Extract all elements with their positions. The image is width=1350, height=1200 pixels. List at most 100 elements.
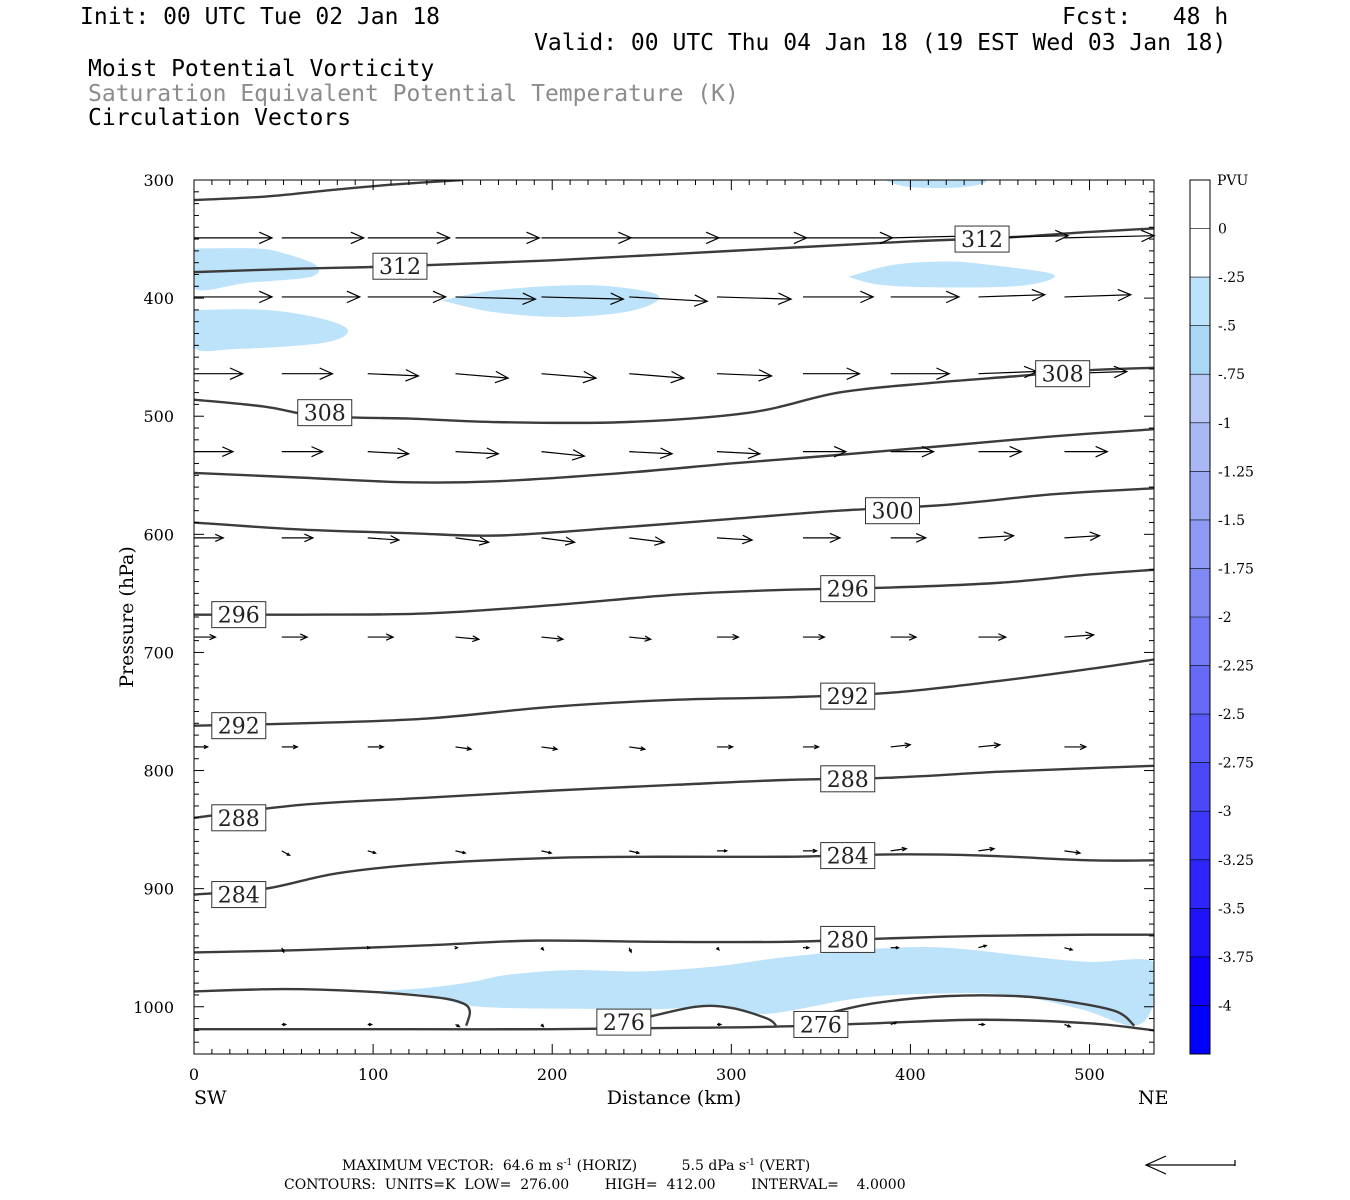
colorbar-swatch bbox=[1190, 665, 1210, 715]
contour-label-box bbox=[211, 881, 267, 909]
contour-label-box bbox=[820, 682, 876, 710]
circulation-vector bbox=[455, 536, 491, 546]
contour-284 bbox=[194, 853, 1154, 896]
y-tick-label: 500 bbox=[143, 407, 174, 426]
circulation-vector bbox=[541, 292, 625, 306]
x-tick-label: 400 bbox=[895, 1065, 926, 1084]
y-tick-label: 900 bbox=[143, 880, 174, 899]
circulation-vector bbox=[541, 635, 565, 642]
circulation-vector bbox=[1064, 850, 1082, 855]
contour-296 bbox=[194, 568, 1154, 616]
circulation-vector bbox=[890, 945, 900, 950]
circulation-vector bbox=[281, 290, 362, 304]
contour-label: 276 bbox=[800, 1013, 842, 1038]
x-axis-label: Distance (km) bbox=[607, 1087, 742, 1109]
x-tick-label: 200 bbox=[537, 1065, 568, 1084]
circulation-vector bbox=[367, 290, 448, 304]
circulation-vector bbox=[541, 850, 553, 855]
circulation-vector bbox=[281, 231, 366, 245]
pv-shade-region bbox=[883, 180, 987, 188]
circulation-vector bbox=[455, 746, 473, 752]
contour-288 bbox=[194, 764, 1154, 819]
colorbar-swatch bbox=[1190, 228, 1210, 278]
contour-304 bbox=[194, 428, 1154, 484]
circulation-vector bbox=[629, 294, 709, 307]
contour-312 bbox=[194, 227, 1154, 274]
colorbar-swatch bbox=[1190, 180, 1210, 230]
circulation-vector bbox=[716, 744, 735, 750]
colorbar-swatch bbox=[1190, 762, 1210, 812]
circulation-vector bbox=[890, 1021, 898, 1026]
circulation-vector bbox=[541, 746, 559, 752]
pv-shading-layer bbox=[194, 180, 1154, 1026]
circulation-vector bbox=[281, 446, 325, 458]
colorbar-swatch bbox=[1190, 617, 1210, 667]
circulation-vector bbox=[194, 533, 225, 542]
x-end-label-sw: SW bbox=[194, 1087, 227, 1109]
circulation-vector bbox=[978, 445, 1023, 458]
contour-label-box bbox=[297, 399, 353, 427]
colorbar-label: -.5 bbox=[1218, 319, 1236, 335]
colorbar-label: -2.25 bbox=[1218, 659, 1254, 675]
contour-label-box bbox=[954, 225, 1010, 253]
circulation-vector bbox=[540, 946, 545, 952]
contour-label: 308 bbox=[304, 402, 346, 427]
contour-280 bbox=[194, 933, 1154, 954]
forecast-hour: Fcst: 48 h bbox=[1062, 4, 1229, 30]
circulation-vector bbox=[716, 849, 729, 853]
circulation-vector bbox=[629, 231, 721, 245]
circulation-vector bbox=[194, 231, 274, 245]
x-tick-label: 0 bbox=[189, 1065, 199, 1084]
colorbar-swatch bbox=[1190, 714, 1210, 764]
contour-label: 312 bbox=[379, 255, 421, 280]
pv-shade-region bbox=[194, 309, 349, 352]
contour-label: 284 bbox=[827, 845, 869, 870]
horiz-value: 64.6 bbox=[502, 1158, 535, 1174]
circulation-vector bbox=[194, 367, 245, 380]
circulation-vector bbox=[540, 1023, 545, 1028]
contour-label-box bbox=[820, 575, 876, 603]
circulation-vector bbox=[629, 635, 653, 642]
circulation-vector bbox=[367, 744, 385, 750]
circulation-vector bbox=[281, 633, 309, 641]
contour-276 bbox=[194, 987, 472, 1026]
y-tick-label: 1000 bbox=[133, 998, 174, 1017]
circulation-vector bbox=[1064, 947, 1074, 951]
contour-label-box bbox=[865, 497, 921, 525]
contour-label: 308 bbox=[1042, 363, 1084, 388]
contour-label: 300 bbox=[872, 500, 914, 525]
y-tick-label: 300 bbox=[143, 171, 174, 190]
circulation-vector bbox=[715, 946, 720, 952]
circulation-vector bbox=[978, 531, 1016, 542]
colorbar-swatch bbox=[1190, 568, 1210, 618]
horiz-tag: (HORIZ) bbox=[576, 1158, 638, 1174]
circulation-vector bbox=[541, 370, 598, 384]
circulation-vector bbox=[194, 446, 235, 457]
colorbar-swatch bbox=[1190, 956, 1210, 1006]
colorbar-swatch bbox=[1190, 908, 1210, 958]
colorbar-label: 0 bbox=[1218, 222, 1227, 238]
contour-label: 292 bbox=[827, 685, 869, 710]
vector-layer bbox=[194, 229, 1156, 1028]
init-time: Init: 00 UTC Tue 02 Jan 18 bbox=[80, 4, 441, 30]
contour-label: 284 bbox=[218, 884, 260, 909]
vert-tag: (VERT) bbox=[759, 1158, 811, 1174]
contour-label-box bbox=[211, 601, 267, 629]
colorbar-label: -3.25 bbox=[1218, 853, 1254, 869]
circulation-vector bbox=[890, 367, 951, 380]
contour-label: 280 bbox=[827, 928, 869, 953]
circulation-vector bbox=[716, 292, 793, 306]
contour-label: 292 bbox=[218, 715, 260, 740]
contour-276 bbox=[194, 1018, 1154, 1032]
colorbar-label: -3.75 bbox=[1218, 950, 1254, 966]
colorbar-swatch bbox=[1190, 325, 1210, 375]
circulation-vector bbox=[890, 742, 912, 749]
pv-shade-region bbox=[847, 261, 1055, 288]
contour-label: 312 bbox=[961, 228, 1003, 253]
circulation-vector bbox=[629, 850, 641, 855]
circulation-vector bbox=[716, 1022, 723, 1027]
colorbar-label: -.25 bbox=[1218, 270, 1245, 286]
circulation-vector bbox=[890, 445, 936, 458]
circulation-vector bbox=[802, 445, 848, 458]
circulation-vector bbox=[802, 848, 819, 854]
